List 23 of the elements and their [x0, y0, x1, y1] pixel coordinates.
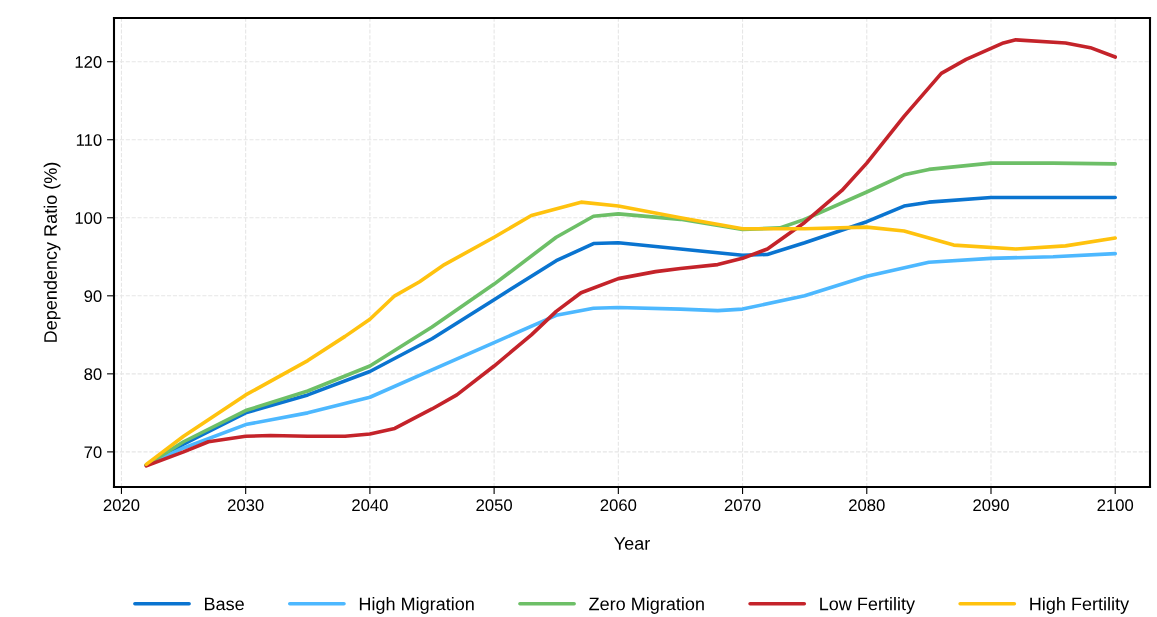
x-tick-label: 2030 [227, 499, 264, 512]
y-tick-label: 70 [84, 446, 102, 459]
legend-label: Zero Migration [589, 597, 704, 614]
y-tick-label: 110 [76, 134, 102, 146]
x-tick-label: 2060 [600, 499, 637, 512]
line-series [144, 38, 1118, 468]
x-tick-label: 2070 [724, 499, 761, 512]
y-tick-label: 80 [84, 368, 102, 381]
legend-label: Base [205, 597, 244, 611]
x-tick-label: 2020 [103, 499, 140, 512]
x-axis-title: Year [614, 537, 650, 550]
x-tick-label: 2090 [973, 499, 1009, 512]
x-tick-label: 2080 [849, 499, 885, 512]
legend-label: Low Fertility [820, 597, 915, 614]
y-axis-title: Dependency Ratio (%) [43, 162, 61, 342]
x-tick-label: 2040 [352, 499, 388, 512]
x-tick-label: 2050 [476, 499, 512, 512]
x-tick-label: 2100 [1097, 499, 1134, 512]
y-tick-label: 90 [84, 290, 102, 303]
legend-label: High Fertility [1030, 597, 1130, 614]
legend-label: High Migration [359, 597, 474, 614]
y-tick-label: 120 [75, 56, 102, 68]
y-tick-label: 100 [75, 212, 102, 224]
